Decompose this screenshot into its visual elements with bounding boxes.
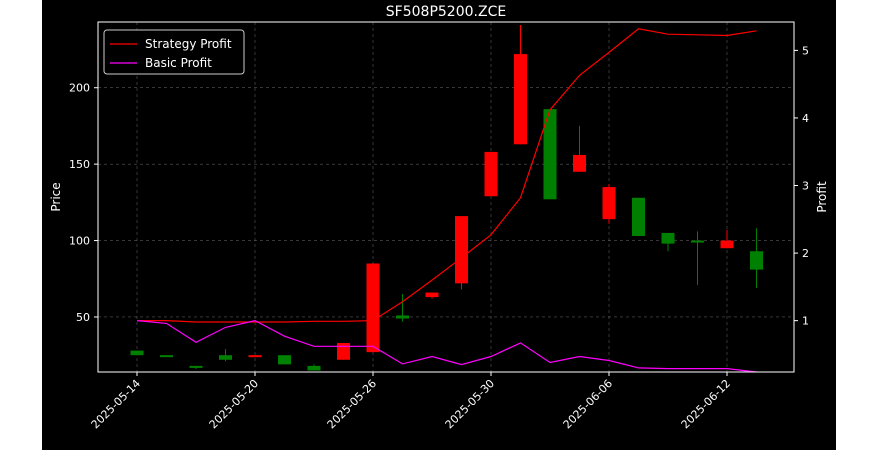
- y-tick-label: 50: [76, 311, 90, 324]
- candle-body: [396, 315, 409, 319]
- y-tick-label: 200: [69, 82, 90, 95]
- profit-lines: [136, 28, 757, 373]
- candle-body: [720, 240, 734, 249]
- y2-tick-label: 4: [802, 112, 809, 125]
- candle-body: [661, 232, 675, 244]
- candle-body: [366, 263, 380, 353]
- candle-body: [278, 355, 291, 365]
- y2-axis-label: Profit: [815, 181, 829, 213]
- legend: Strategy Profit Basic Profit: [103, 29, 245, 75]
- chart-title: SF508P5200.ZCE: [386, 4, 506, 20]
- legend-label-strategy: Strategy Profit: [145, 37, 232, 51]
- candle-body: [307, 365, 321, 371]
- strategy-profit-line: [137, 28, 757, 323]
- candle-body: [602, 187, 616, 220]
- candle-body: [130, 350, 144, 356]
- y-axis-label: Price: [49, 182, 63, 211]
- candle-body: [573, 154, 586, 172]
- plot-frame: [97, 21, 795, 373]
- price-axis: 50 100 150 200: [69, 82, 98, 324]
- y2-tick-label: 1: [802, 315, 809, 328]
- candle-body: [219, 355, 232, 360]
- plot-area: [98, 22, 794, 372]
- candle-body: [337, 342, 350, 360]
- legend-label-basic: Basic Profit: [145, 56, 212, 70]
- y2-tick-label: 5: [802, 44, 809, 57]
- legend-box: [103, 29, 245, 75]
- candle-body: [632, 197, 645, 236]
- y2-tick-label: 3: [802, 180, 809, 193]
- candle-body: [514, 54, 527, 145]
- candle-body: [543, 109, 557, 200]
- candle-body: [160, 355, 173, 358]
- candles: [130, 25, 763, 371]
- basic-profit-line: [136, 319, 757, 373]
- candle-body: [455, 216, 468, 284]
- y-tick-label: 100: [69, 235, 90, 248]
- profit-axis: 1 2 3 4 5: [794, 44, 809, 328]
- y-tick-label: 150: [69, 158, 90, 171]
- candle-body: [691, 240, 704, 243]
- candle-body: [189, 365, 203, 368]
- candle-body: [248, 355, 262, 358]
- candle-body: [484, 151, 498, 197]
- candle-body: [750, 251, 763, 270]
- candle-body: [425, 292, 439, 298]
- y2-tick-label: 2: [802, 247, 809, 260]
